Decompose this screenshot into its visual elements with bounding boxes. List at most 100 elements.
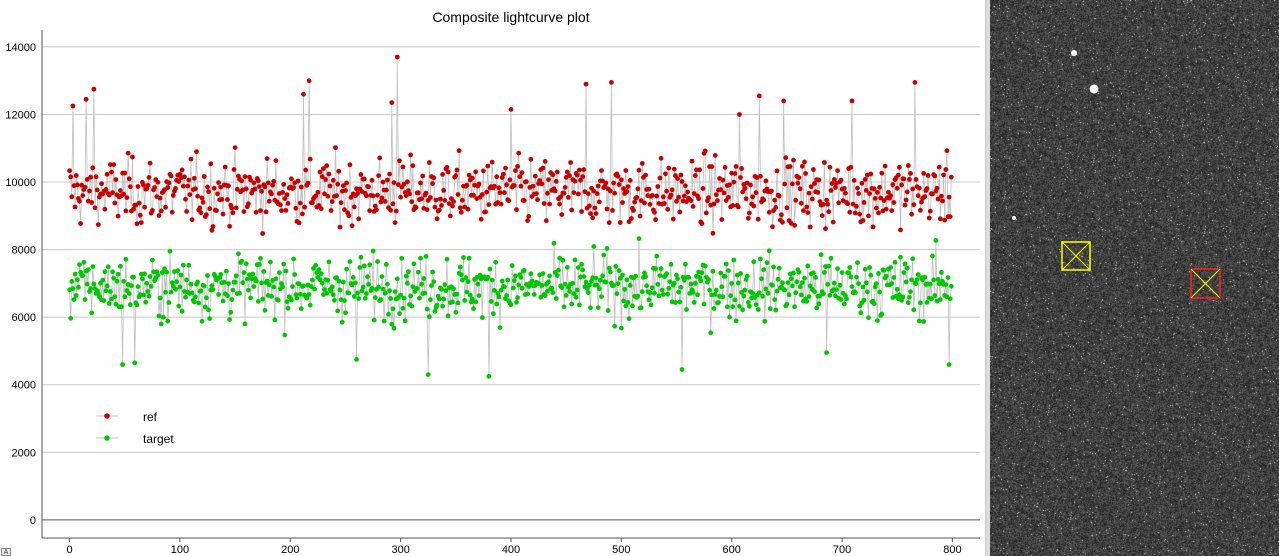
data-point-ref: [525, 218, 530, 224]
data-point-target: [82, 297, 88, 302]
data-point-ref: [534, 191, 539, 197]
data-point-ref: [833, 185, 838, 190]
data-point-ref: [944, 148, 950, 154]
data-point-ref: [199, 195, 205, 201]
data-point-target: [496, 294, 502, 300]
data-point-target: [915, 272, 921, 277]
data-point-ref: [313, 193, 319, 199]
data-point-ref: [377, 155, 383, 161]
data-point-target: [204, 295, 209, 301]
data-point-ref: [134, 221, 140, 227]
data-point-target: [463, 275, 469, 281]
data-point-ref: [691, 191, 697, 196]
lightcurve-chart[interactable]: Composite lightcurve plot 02000400060008…: [0, 0, 985, 556]
data-point-target: [564, 264, 570, 270]
data-point-target: [161, 314, 166, 320]
data-point-target: [728, 293, 733, 299]
reference-star-marker[interactable]: [1190, 268, 1221, 299]
data-point-target: [257, 262, 262, 267]
corner-button[interactable]: A: [1, 548, 11, 556]
data-point-ref: [666, 165, 672, 171]
data-point-ref: [936, 164, 942, 170]
data-point-ref: [266, 198, 272, 204]
data-point-target: [626, 316, 632, 321]
data-point-ref: [285, 201, 291, 206]
data-point-target: [297, 291, 303, 297]
data-point-target: [465, 279, 471, 284]
data-point-target: [431, 279, 437, 284]
target-star-marker[interactable]: [1061, 241, 1091, 271]
data-point-target: [80, 273, 86, 278]
data-point-target: [690, 290, 696, 295]
data-point-target: [400, 305, 406, 311]
data-point-ref: [330, 177, 336, 183]
data-point-target: [146, 293, 152, 299]
data-point-target: [948, 283, 954, 289]
data-point-ref: [636, 167, 642, 173]
data-point-ref: [696, 196, 701, 202]
data-point-ref: [774, 168, 780, 174]
data-point-target: [499, 278, 505, 284]
data-point-ref: [675, 176, 680, 181]
data-point-target: [831, 280, 837, 286]
data-point-target: [818, 252, 824, 258]
data-point-target: [258, 256, 263, 261]
data-point-ref: [271, 178, 277, 184]
data-point-ref: [284, 192, 290, 198]
data-point-target: [177, 284, 183, 290]
data-point-ref: [264, 156, 270, 162]
data-point-target: [240, 280, 246, 286]
data-point-target: [461, 255, 466, 260]
data-point-target: [233, 273, 239, 279]
data-point-target: [600, 273, 605, 279]
data-point-target: [162, 266, 167, 272]
data-point-target: [881, 267, 887, 273]
data-point-ref: [269, 191, 274, 197]
data-point-ref: [674, 198, 679, 204]
data-point-ref: [170, 193, 176, 198]
star-field-image-pane[interactable]: [990, 0, 1279, 556]
data-point-ref: [340, 183, 346, 189]
data-point-target: [356, 296, 362, 301]
data-point-ref: [231, 167, 237, 172]
data-point-ref: [866, 213, 871, 219]
data-point-target: [656, 293, 662, 299]
data-point-target: [344, 266, 349, 272]
data-point-target: [140, 276, 145, 282]
data-point-target: [930, 253, 935, 259]
data-point-ref: [130, 154, 135, 160]
data-point-target: [786, 292, 792, 298]
data-point-ref: [364, 193, 369, 199]
pane-splitter[interactable]: [985, 0, 990, 556]
data-point-ref: [671, 166, 677, 172]
lightcurve-plot-pane[interactable]: Composite lightcurve plot 0 2000 4000 6000 8…: [0, 0, 985, 556]
data-point-ref: [595, 183, 601, 189]
data-point-ref: [790, 181, 795, 187]
data-point-target: [559, 285, 565, 290]
data-point-ref: [940, 198, 945, 204]
data-point-target: [284, 299, 290, 305]
data-point-target: [375, 259, 380, 264]
data-point-ref: [849, 98, 855, 104]
data-point-ref: [121, 191, 127, 197]
data-point-target: [458, 272, 464, 278]
data-point-target: [844, 296, 849, 302]
data-point-ref: [122, 170, 128, 176]
data-point-target: [268, 259, 273, 265]
data-point-target: [827, 293, 833, 298]
data-point-target: [638, 305, 644, 311]
data-point-target: [399, 255, 405, 261]
data-point-target: [673, 300, 678, 305]
data-point-ref: [102, 206, 108, 212]
data-point-ref: [855, 185, 860, 191]
data-point-target: [907, 294, 912, 300]
data-point-target: [454, 291, 460, 297]
data-point-ref: [689, 158, 695, 164]
data-point-ref: [875, 190, 880, 195]
data-point-ref: [735, 204, 741, 210]
data-point-ref: [910, 186, 916, 192]
data-point-target: [875, 318, 880, 323]
x-tick-label: 200: [281, 544, 299, 556]
data-point-ref: [306, 78, 312, 84]
data-point-target: [376, 284, 381, 290]
